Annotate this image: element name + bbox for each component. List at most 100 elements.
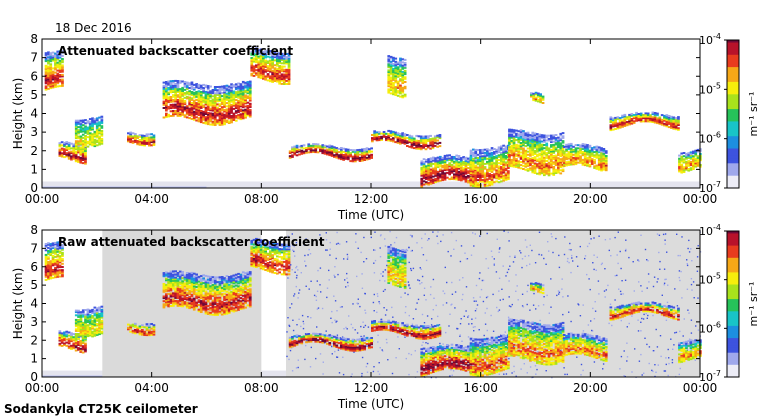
heat-cell — [460, 179, 463, 182]
heat-cell — [508, 146, 511, 149]
heat-cell — [567, 146, 571, 149]
heat-cell — [141, 142, 144, 145]
heat-cell — [172, 87, 175, 90]
noise-speckle — [624, 279, 627, 281]
heat-cell — [44, 264, 48, 267]
heat-cell — [232, 117, 236, 120]
heat-cell — [424, 141, 428, 144]
heat-cell — [216, 93, 219, 96]
noise-speckle — [550, 278, 552, 280]
heat-cell — [192, 99, 196, 102]
heat-cell — [44, 71, 48, 74]
heat-cell — [595, 156, 599, 159]
heat-cell — [479, 164, 482, 167]
heat-cell — [273, 72, 277, 75]
heat-cell — [429, 160, 433, 163]
heat-cell — [195, 98, 198, 101]
heat-cell — [522, 150, 525, 153]
noise-speckle — [478, 329, 480, 331]
heat-cell — [74, 145, 78, 147]
heat-cell — [532, 92, 535, 95]
heat-cell — [532, 99, 535, 102]
heat-cell — [190, 98, 194, 101]
noise-speckle — [435, 376, 437, 379]
heat-cell — [399, 71, 402, 74]
heat-cell — [293, 153, 297, 156]
heat-cell — [167, 113, 170, 116]
heat-cell — [248, 88, 252, 91]
heat-cell — [569, 157, 573, 160]
heat-cell — [534, 96, 538, 99]
noise-speckle — [626, 342, 628, 344]
heat-cell — [60, 344, 64, 347]
heat-cell — [241, 111, 245, 113]
heat-cell — [84, 131, 87, 134]
heat-cell — [257, 60, 261, 63]
heat-cell — [394, 90, 398, 93]
noise-speckle — [625, 239, 627, 241]
heat-cell — [342, 158, 345, 161]
heat-cell — [429, 141, 432, 144]
heat-cell — [419, 138, 423, 141]
noise-speckle — [451, 281, 453, 284]
heat-cell — [479, 177, 482, 180]
heat-cell — [232, 93, 236, 96]
layer-1 — [44, 50, 64, 91]
noise-speckle — [686, 264, 689, 267]
heat-cell — [54, 52, 57, 55]
heat-cell — [455, 161, 458, 163]
heat-cell — [54, 79, 57, 82]
heat-cell — [429, 170, 433, 173]
colorbar-segment — [727, 109, 739, 113]
heat-cell — [425, 182, 428, 185]
noise-speckle — [373, 272, 376, 274]
heat-cell — [396, 82, 400, 85]
heat-cell — [562, 152, 566, 155]
heat-cell — [56, 85, 60, 88]
heat-cell — [464, 171, 468, 174]
noise-speckle — [678, 276, 680, 279]
heat-cell — [148, 133, 151, 136]
heat-cell — [481, 164, 485, 167]
heat-cell — [550, 137, 553, 140]
heat-cell — [314, 151, 318, 154]
noise-speckle — [653, 276, 656, 278]
heat-cell — [490, 161, 494, 164]
heat-cell — [692, 155, 695, 158]
heat-cell — [540, 153, 544, 156]
noise-speckle — [430, 286, 432, 288]
heat-cell — [420, 177, 424, 180]
heat-cell — [167, 80, 170, 83]
heat-cell — [176, 81, 180, 84]
heat-cell — [625, 121, 629, 123]
noise-speckle — [303, 244, 305, 246]
heat-cell — [432, 158, 435, 161]
noise-speckle — [472, 326, 475, 328]
heat-cell — [250, 57, 254, 59]
noise-speckle — [679, 279, 681, 282]
heat-cell — [479, 153, 482, 156]
heat-cell — [307, 148, 311, 151]
heat-cell — [56, 243, 60, 245]
heat-cell — [269, 50, 272, 53]
heat-cell — [490, 180, 494, 183]
heat-cell — [129, 131, 132, 134]
heat-cell — [588, 151, 592, 154]
heat-cell — [56, 74, 60, 77]
heat-cell — [504, 155, 508, 157]
heat-cell — [192, 102, 196, 105]
heat-cell — [232, 85, 236, 88]
heat-cell — [504, 169, 508, 172]
heat-cell — [181, 86, 184, 89]
noise-speckle — [452, 370, 455, 372]
noise-speckle — [513, 370, 515, 373]
heat-cell — [628, 118, 631, 121]
heat-cell — [457, 164, 461, 167]
heat-cell — [287, 71, 291, 74]
heat-cell — [635, 111, 638, 114]
heat-cell — [165, 82, 168, 85]
heat-cell — [628, 117, 631, 119]
noise-speckle — [598, 355, 601, 357]
heat-cell — [58, 331, 62, 334]
heat-cell — [674, 120, 678, 123]
